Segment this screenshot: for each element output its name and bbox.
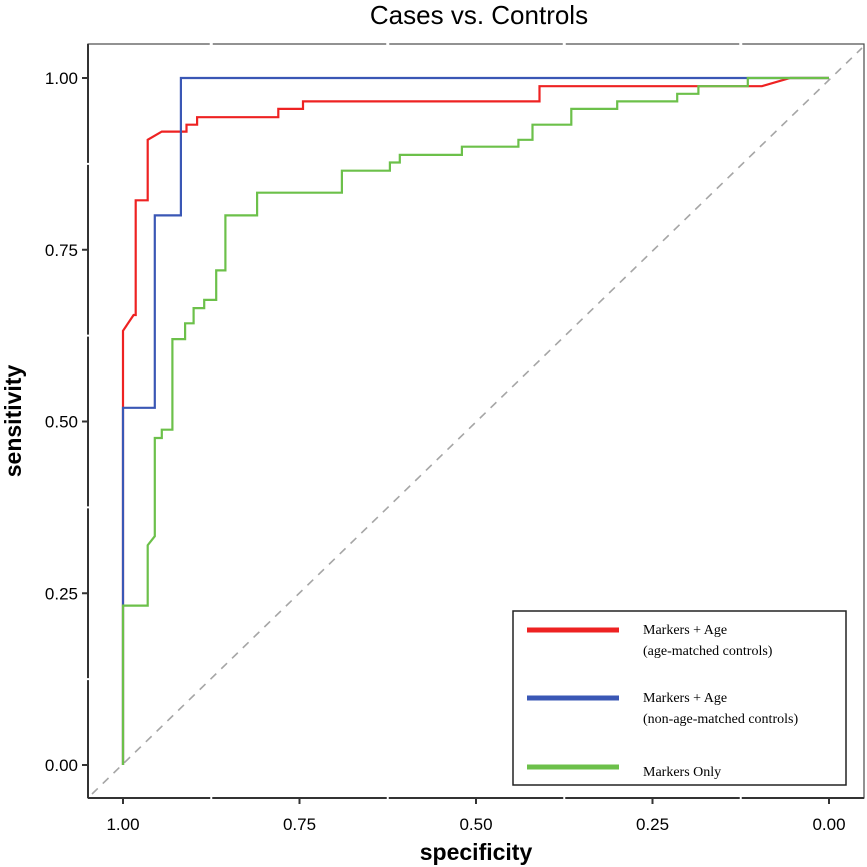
y-tick-label: 0.75 <box>45 241 78 260</box>
y-tick-label: 0.00 <box>45 756 78 775</box>
legend: Markers + Age (age-matched controls) Marke… <box>512 610 847 786</box>
x-tick-label: 0.00 <box>812 815 845 834</box>
y-tick-label: 0.25 <box>45 584 78 603</box>
legend-label: Markers Only <box>643 765 721 780</box>
chart-title: Cases vs. Controls <box>370 0 588 30</box>
plot-marks <box>91 47 863 795</box>
y-tick-label: 0.50 <box>45 413 78 432</box>
x-tick-label: 0.50 <box>459 815 492 834</box>
legend-label: (age-matched controls) <box>643 644 773 659</box>
x-tick-label: 1.00 <box>106 815 139 834</box>
y-axis-title: sensitivity <box>0 365 26 478</box>
roc-curve-age-matched <box>121 76 829 765</box>
x-tick-label: 0.25 <box>636 815 669 834</box>
x-axis-title: specificity <box>420 839 533 865</box>
y-tick-label: 1.00 <box>45 69 78 88</box>
roc-curve-non-age-matched <box>121 76 829 765</box>
x-tick-label: 0.75 <box>283 815 316 834</box>
legend-label: (non-age-matched controls) <box>643 712 798 727</box>
axes: 1.00 0.75 0.50 0.25 0.00 0.00 0.25 0.50 0.75 1.00 <box>45 44 864 834</box>
roc-curve-markers-only <box>121 76 829 765</box>
legend-label: Markers + Age <box>643 623 727 638</box>
legend-label: Markers + Age <box>643 691 727 706</box>
